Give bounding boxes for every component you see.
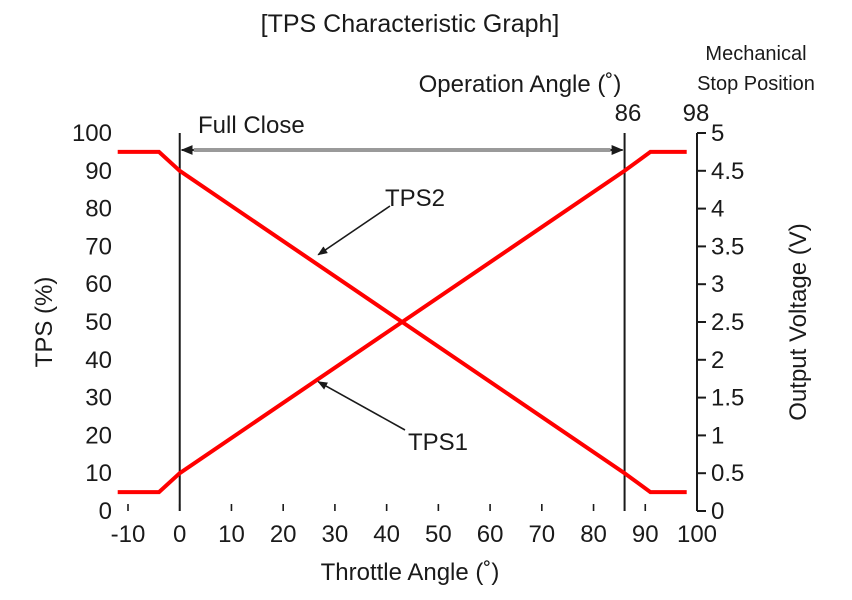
x-axis-title: Throttle Angle (˚) [321,559,500,586]
operation-angle-label: Operation Angle (˚) [419,71,622,98]
y2-tick-label: 2 [711,347,724,374]
callout-label-tps2: TPS2 [385,185,445,212]
full-close-label: Full Close [198,112,305,139]
x-tick-label: -10 [111,521,146,548]
y-axis-ticks: 0 10 20 30 40 50 60 70 80 90 100 [72,120,112,525]
y-tick-label: 60 [85,271,112,298]
y-tick-label: 30 [85,385,112,412]
series-line-tps2 [117,149,687,495]
y-axis-title: TPS (%) [31,277,58,368]
operation-angle-value: 86 [615,100,642,127]
x-tick-label: 0 [173,521,186,548]
x-tick-label: 30 [322,521,349,548]
chart-title: [TPS Characteristic Graph] [261,10,560,38]
x-tick-label: 50 [425,521,452,548]
y2-axis-title: Output Voltage (V) [785,223,812,420]
callout-arrow [317,381,406,431]
x-tick-label: 10 [218,521,245,548]
y2-tick-label: 4.5 [711,158,744,185]
x-tick-label: 100 [677,521,717,548]
y2-axis-ticks: 0 0.5 1 1.5 2 2.5 3 3.5 4 4.5 5 [697,120,744,525]
y-tick-label: 80 [85,196,112,223]
x-tick-label: 90 [632,521,659,548]
y2-tick-label: 5 [711,120,724,147]
y-tick-label: 40 [85,347,112,374]
y2-tick-label: 0.5 [711,460,744,487]
y2-tick-label: 0 [711,498,724,525]
mechanical-stop-value: 98 [683,100,710,127]
callout-arrow [317,205,391,256]
callout-label-tps1: TPS1 [408,429,468,456]
y-tick-label: 100 [72,120,112,147]
y-tick-label: 10 [85,460,112,487]
y-tick-label: 50 [85,309,112,336]
mechanical-stop-label-line2: Stop Position [697,73,815,95]
y2-tick-label: 3 [711,271,724,298]
x-tick-label: 20 [270,521,297,548]
x-tick-label: 60 [477,521,504,548]
y-tick-label: 70 [85,233,112,260]
series-layer [117,149,687,495]
mechanical-stop-label-line1: Mechanical [705,43,806,65]
y2-tick-label: 4 [711,196,724,223]
y-tick-label: 90 [85,158,112,185]
x-axis-ticks: -10 0 10 20 30 40 50 60 70 80 90 100 [111,504,717,548]
series-callouts: TPS2 TPS1 [317,185,468,456]
y2-tick-label: 1.5 [711,385,744,412]
y2-tick-label: 1 [711,422,724,449]
y-tick-label: 20 [85,422,112,449]
x-tick-label: 80 [580,521,607,548]
y2-tick-label: 3.5 [711,233,744,260]
x-tick-label: 70 [528,521,555,548]
x-tick-label: 40 [373,521,400,548]
y2-tick-label: 2.5 [711,309,744,336]
y-tick-label: 0 [99,498,112,525]
